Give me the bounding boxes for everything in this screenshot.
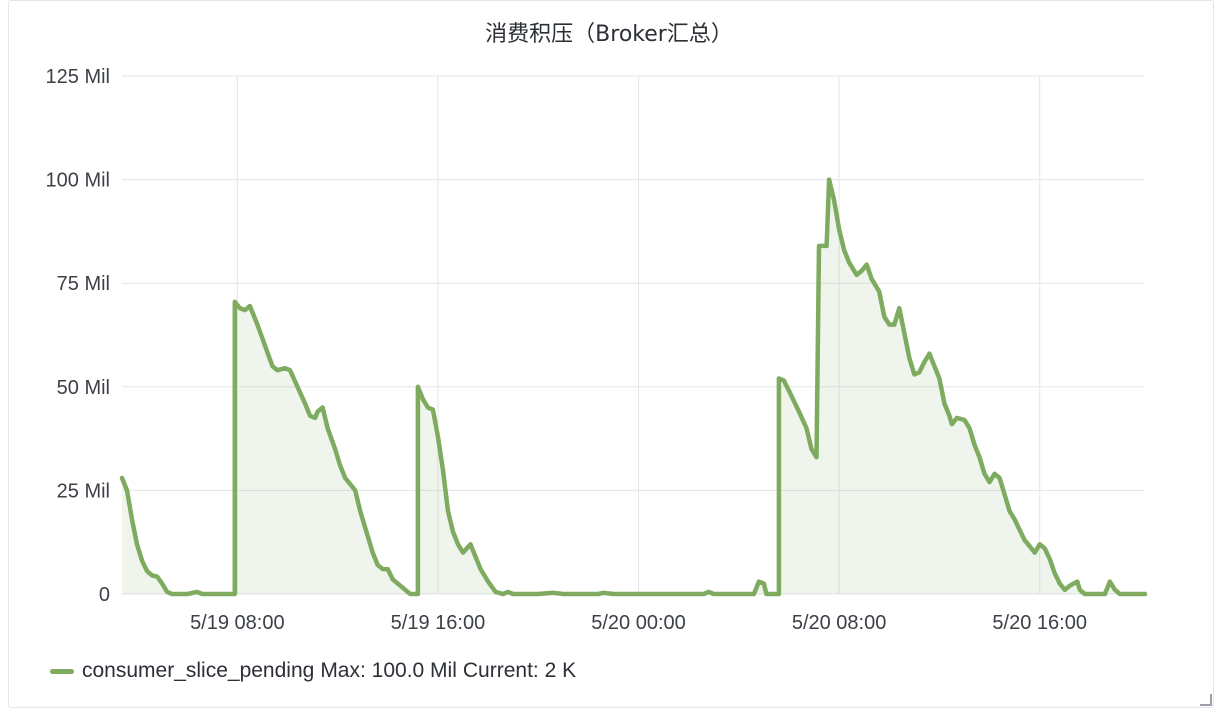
y-tick-label: 75 Mil — [57, 273, 110, 295]
legend[interactable]: consumer_slice_pending Max: 100.0 Mil Cu… — [50, 656, 582, 686]
legend-current: Current: 2 K — [462, 659, 577, 682]
x-tick-label: 5/19 16:00 — [391, 612, 486, 634]
legend-max: Max: 100.0 Mil — [320, 659, 457, 682]
series-line[interactable] — [119, 177, 1148, 597]
y-axis: 0 25 Mil 50 Mil 75 Mil 100 Mil 125 Mil — [46, 66, 110, 606]
x-axis: 5/19 08:00 5/19 16:00 5/20 00:00 5/20 08:00… — [190, 612, 1087, 634]
series-area-fill — [122, 179, 1145, 594]
y-tick-label: 0 — [99, 584, 110, 606]
y-tick-label: 50 Mil — [57, 377, 110, 399]
y-tick-label: 25 Mil — [57, 480, 110, 502]
x-tick-label: 5/19 08:00 — [190, 612, 285, 634]
grid-lines — [122, 75, 1145, 595]
y-tick-label: 125 Mil — [46, 66, 110, 88]
y-tick-label: 100 Mil — [46, 170, 110, 192]
resize-handle-icon[interactable] — [1200, 694, 1212, 706]
x-tick-label: 5/20 00:00 — [591, 612, 686, 634]
x-tick-label: 5/20 16:00 — [992, 612, 1087, 634]
legend-swatch — [50, 668, 74, 674]
panel-frame — [8, 0, 1214, 708]
x-tick-label: 5/20 08:00 — [792, 612, 887, 634]
panel-title[interactable]: 消费积压（Broker汇总） — [485, 22, 733, 47]
legend-series-name[interactable]: consumer_slice_pending — [82, 659, 315, 682]
series-layer — [119, 177, 1148, 597]
